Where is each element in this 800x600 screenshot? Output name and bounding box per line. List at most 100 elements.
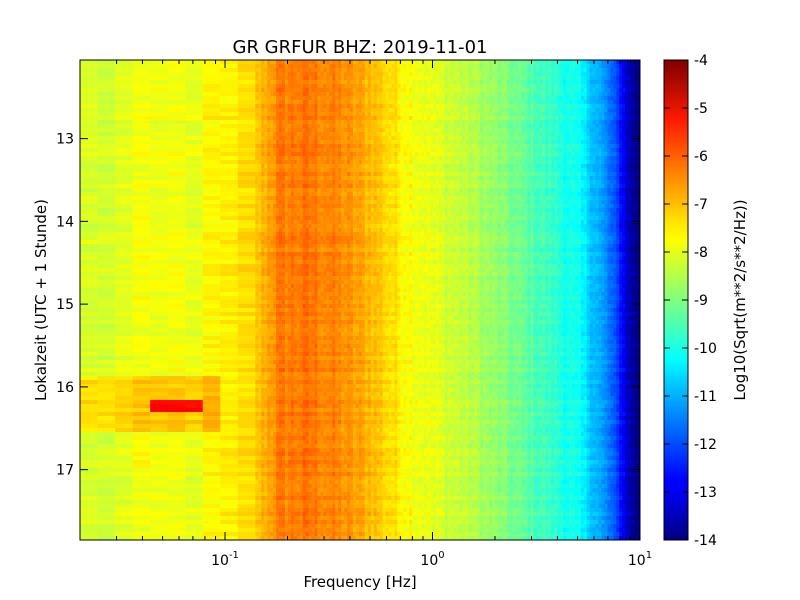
heatmap-cell bbox=[132, 60, 151, 65]
heatmap-cell bbox=[512, 60, 517, 65]
heatmap-cell bbox=[631, 64, 635, 69]
heatmap-cell bbox=[595, 76, 600, 81]
heatmap-cell bbox=[530, 76, 535, 81]
heatmap-cell bbox=[287, 80, 292, 85]
heatmap-cell bbox=[421, 84, 425, 89]
heatmap-cell bbox=[202, 168, 221, 173]
heatmap-cell bbox=[604, 76, 609, 81]
heatmap-cell bbox=[185, 136, 204, 141]
heatmap-cell bbox=[237, 64, 256, 69]
heatmap-cell bbox=[447, 72, 452, 77]
heatmap-cell bbox=[80, 72, 99, 77]
heatmap-cell bbox=[631, 76, 635, 81]
heatmap-cell bbox=[361, 76, 366, 81]
heatmap-cell bbox=[474, 64, 478, 69]
heatmap-cell bbox=[527, 68, 532, 73]
heatmap-cell bbox=[344, 76, 348, 81]
heatmap-cell bbox=[115, 116, 134, 121]
heatmap-cell bbox=[415, 64, 419, 69]
heatmap-cell bbox=[583, 80, 588, 85]
heatmap-cell bbox=[568, 72, 573, 77]
heatmap-cell bbox=[329, 76, 333, 81]
heatmap-cell bbox=[167, 124, 186, 129]
heatmap-cell bbox=[515, 80, 520, 85]
heatmap-cell bbox=[326, 76, 330, 81]
heatmap-cell bbox=[462, 68, 467, 73]
heatmap-cell bbox=[314, 60, 319, 65]
heatmap-cell bbox=[237, 160, 256, 165]
heatmap-cell bbox=[150, 76, 169, 81]
heatmap-cell bbox=[619, 76, 623, 81]
heatmap-cell bbox=[492, 64, 496, 69]
heatmap-cell bbox=[237, 124, 256, 129]
heatmap-cell bbox=[435, 68, 440, 73]
heatmap-cell bbox=[150, 156, 169, 161]
heatmap-cell bbox=[426, 60, 431, 65]
heatmap-cell bbox=[237, 68, 256, 73]
heatmap-cell bbox=[341, 60, 345, 65]
heatmap-cell bbox=[237, 140, 256, 145]
heatmap-cell bbox=[314, 80, 319, 85]
heatmap-cell bbox=[568, 64, 573, 69]
heatmap-cell bbox=[115, 180, 134, 185]
heatmap-cell bbox=[185, 112, 204, 117]
heatmap-cell bbox=[237, 116, 256, 121]
heatmap-cell bbox=[625, 72, 629, 77]
heatmap-cell bbox=[287, 60, 292, 65]
heatmap-cell bbox=[115, 84, 134, 89]
heatmap-cell bbox=[489, 84, 493, 89]
heatmap-cell bbox=[432, 60, 437, 65]
heatmap-cell bbox=[589, 64, 594, 69]
heatmap-cell bbox=[287, 76, 292, 81]
heatmap-cell bbox=[527, 84, 532, 89]
heatmap-cell bbox=[548, 84, 552, 89]
heatmap-cell bbox=[185, 60, 204, 65]
heatmap-cell bbox=[80, 200, 99, 205]
heatmap-cell bbox=[220, 96, 239, 101]
heatmap-cell bbox=[462, 84, 467, 89]
heatmap-cell bbox=[185, 76, 204, 81]
heatmap-cell bbox=[299, 80, 304, 85]
heatmap-cell bbox=[403, 60, 407, 65]
heatmap-cell bbox=[426, 64, 431, 69]
heatmap-cell bbox=[347, 80, 351, 85]
heatmap-cell bbox=[382, 80, 387, 85]
heatmap-cell bbox=[613, 60, 617, 65]
heatmap-cell bbox=[364, 80, 369, 85]
heatmap-cell bbox=[115, 124, 134, 129]
heatmap-cell bbox=[287, 84, 292, 89]
heatmap-cell bbox=[489, 72, 493, 77]
heatmap-cell bbox=[574, 76, 579, 81]
heatmap-cell bbox=[418, 68, 422, 73]
heatmap-cell bbox=[150, 136, 169, 141]
heatmap-cell bbox=[441, 72, 446, 77]
heatmap-cell bbox=[480, 60, 484, 65]
heatmap-cell bbox=[237, 100, 256, 105]
heatmap-cell bbox=[604, 84, 609, 89]
heatmap-cell bbox=[477, 72, 481, 77]
heatmap-cell bbox=[566, 60, 570, 65]
heatmap-cell bbox=[167, 184, 186, 189]
heatmap-cell bbox=[350, 72, 354, 77]
heatmap-cell bbox=[376, 64, 381, 69]
heatmap-cell bbox=[580, 76, 585, 81]
heatmap-cell bbox=[536, 80, 540, 85]
heatmap-cell bbox=[115, 80, 134, 85]
heatmap-cell bbox=[628, 60, 632, 65]
heatmap-cell bbox=[568, 84, 573, 89]
heatmap-cell bbox=[132, 196, 151, 201]
heatmap-cell bbox=[418, 60, 422, 65]
heatmap-cell bbox=[97, 148, 116, 153]
heatmap-cell bbox=[568, 80, 573, 85]
heatmap-cell bbox=[320, 84, 324, 89]
heatmap-cell bbox=[595, 72, 600, 77]
heatmap-cell bbox=[80, 112, 99, 117]
heatmap-cell bbox=[400, 60, 404, 65]
heatmap-cell bbox=[586, 76, 591, 81]
heatmap-cell bbox=[132, 116, 151, 121]
heatmap-cell bbox=[631, 80, 635, 85]
heatmap-cell bbox=[296, 72, 301, 77]
heatmap-cell bbox=[97, 184, 116, 189]
heatmap-cell bbox=[542, 68, 546, 73]
heatmap-cell bbox=[335, 64, 339, 69]
